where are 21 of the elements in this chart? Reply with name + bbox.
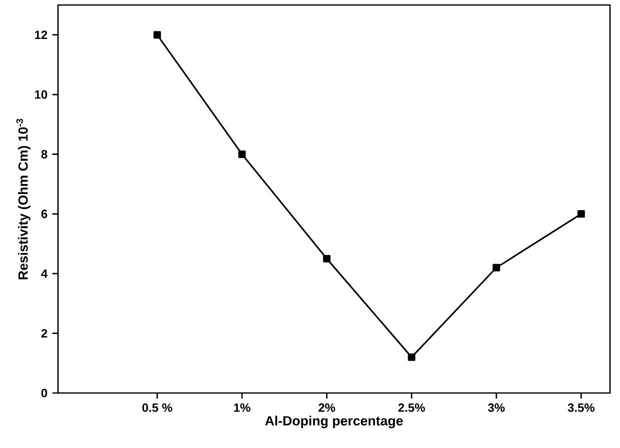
point <box>408 353 416 361</box>
y-axis-title: Resistivity (Ohm Cm) 10$^{-3}$ <box>16 118 30 280</box>
y-tick-label: 8 <box>41 150 48 158</box>
point <box>577 210 585 218</box>
x-tick-label: 1% <box>234 403 250 412</box>
point <box>323 254 331 262</box>
y-tick-label: 2 <box>41 329 48 338</box>
x-tick-label: 2% <box>318 403 336 412</box>
x-tick-label: 2.5% <box>398 403 425 412</box>
x-tick-label: 0.5 % <box>142 403 172 412</box>
x-tick-label: 3.5% <box>568 403 595 412</box>
y-tick-label: 12 <box>35 30 48 40</box>
x-axis-title: Al-Doping percentage <box>265 416 403 428</box>
y-tick-label: 10 <box>35 90 48 99</box>
y-tick-label: 6 <box>41 210 48 218</box>
y-tick-label: 0 <box>41 388 48 398</box>
x-tick-label: 3% <box>488 403 505 412</box>
point <box>153 31 161 39</box>
y-tick-label: 4 <box>41 269 48 278</box>
point <box>492 264 500 272</box>
point <box>238 150 246 158</box>
